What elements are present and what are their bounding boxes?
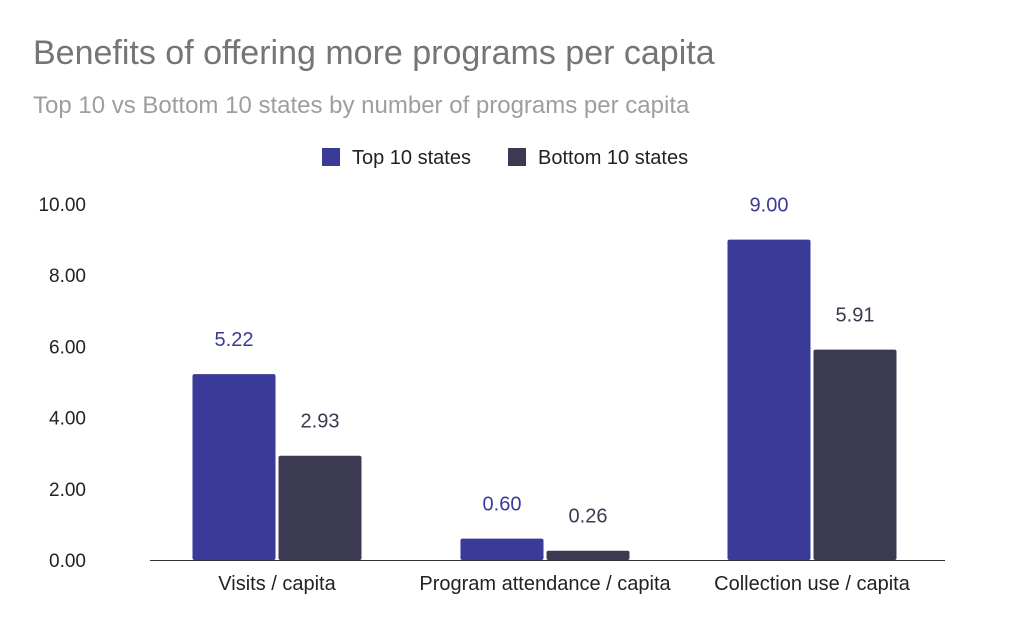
chart-title: Benefits of offering more programs per c… bbox=[33, 34, 715, 72]
y-tick-label: 8.00 bbox=[49, 266, 86, 287]
y-tick-label: 4.00 bbox=[49, 409, 86, 430]
data-label: 5.91 bbox=[836, 305, 875, 327]
bar-bottom10-1 bbox=[278, 455, 362, 560]
y-tick-label: 6.00 bbox=[49, 337, 86, 358]
y-tick-label: 0.00 bbox=[49, 551, 86, 572]
bar-bottom10-3 bbox=[813, 349, 897, 560]
y-tick-label: 2.00 bbox=[49, 480, 86, 501]
data-label: 5.22 bbox=[215, 329, 254, 351]
bar-top10-2 bbox=[460, 538, 544, 560]
bar-bottom10-2 bbox=[546, 550, 630, 560]
data-label: 9.00 bbox=[750, 195, 789, 217]
legend-swatch-1 bbox=[322, 148, 340, 166]
legend-label-1: Top 10 states bbox=[352, 147, 471, 169]
y-tick-label: 10.00 bbox=[38, 195, 86, 216]
x-category-label: Collection use / capita bbox=[714, 573, 911, 595]
x-category-label: Program attendance / capita bbox=[419, 573, 671, 595]
bar-top10-3 bbox=[727, 239, 811, 560]
chart-subtitle: Top 10 vs Bottom 10 states by number of … bbox=[33, 92, 690, 119]
data-label: 0.26 bbox=[569, 506, 608, 528]
legend-label-2: Bottom 10 states bbox=[538, 147, 688, 169]
x-category-label: Visits / capita bbox=[218, 573, 336, 595]
data-label: 0.60 bbox=[483, 494, 522, 516]
bar-top10-1 bbox=[192, 374, 276, 560]
legend-swatch-2 bbox=[508, 148, 526, 166]
data-label: 2.93 bbox=[301, 411, 340, 433]
